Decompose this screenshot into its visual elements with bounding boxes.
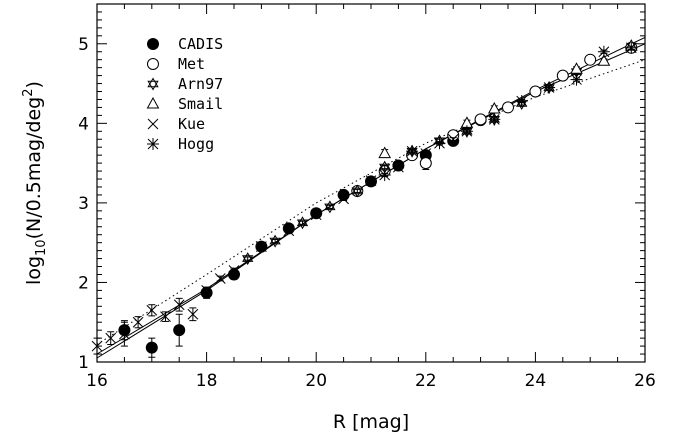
data-point — [570, 73, 583, 86]
data-point — [584, 53, 597, 66]
data-point — [310, 209, 322, 221]
data-point — [419, 157, 432, 170]
data-point — [187, 308, 199, 320]
data-point — [269, 234, 281, 248]
legend-label: Arn97 — [178, 75, 223, 93]
data-point — [487, 101, 501, 114]
data-point — [378, 169, 391, 182]
data-point — [420, 148, 432, 159]
x-tick-label: 24 — [525, 371, 547, 391]
series-cadis — [118, 114, 487, 358]
data-point — [228, 268, 240, 281]
data-point — [351, 184, 363, 198]
data-point — [324, 200, 336, 214]
x-axis-title: R [mag] — [333, 411, 409, 433]
legend-label: Met — [178, 55, 205, 73]
data-point — [570, 62, 583, 74]
data-point — [282, 222, 295, 235]
y-tick-label: 3 — [78, 194, 89, 214]
data-point — [228, 265, 240, 276]
data-point — [337, 188, 350, 201]
data-point — [625, 41, 638, 54]
data-point — [515, 95, 528, 108]
legend-label: CADIS — [178, 35, 223, 53]
data-point — [502, 101, 514, 114]
data-point — [529, 85, 542, 98]
data-point — [460, 125, 473, 138]
legend-marker — [147, 58, 159, 70]
data-point — [283, 225, 295, 237]
data-point — [597, 54, 611, 66]
series-smail — [378, 39, 638, 159]
legend-label: Hogg — [178, 135, 214, 153]
model-line-dotted — [96, 59, 646, 345]
x-tick-label: 20 — [305, 371, 327, 391]
y-tick-label: 1 — [78, 353, 89, 373]
data-point — [146, 304, 158, 316]
data-point — [556, 69, 569, 82]
x-tick-label: 18 — [196, 371, 218, 391]
legend-label: Smail — [178, 95, 223, 113]
legend-marker — [147, 77, 159, 91]
data-point — [378, 146, 392, 159]
data-point — [160, 311, 171, 323]
data-point — [145, 341, 158, 354]
series-arn97 — [242, 65, 583, 266]
data-point — [119, 328, 130, 340]
data-point — [201, 285, 212, 296]
data-point — [433, 137, 446, 150]
data-point — [296, 216, 309, 230]
data-point — [256, 241, 267, 252]
x-tick-label: 26 — [634, 371, 656, 391]
data-point — [488, 113, 501, 126]
y-tick-label: 4 — [78, 114, 89, 134]
data-point — [173, 299, 185, 311]
data-point — [173, 324, 186, 337]
legend-marker — [147, 138, 159, 150]
data-point — [365, 175, 377, 186]
data-point — [214, 273, 226, 284]
data-points — [91, 39, 638, 358]
data-point — [338, 193, 349, 205]
axis-ticks: 16 18 20 22 24 26 1 2 3 4 5 — [78, 3, 656, 391]
y-tick-label: 5 — [78, 35, 89, 55]
data-point — [393, 161, 404, 173]
y-axis-title: log10(N/0.5mag/deg2) — [21, 81, 49, 285]
data-point — [406, 145, 419, 158]
data-point — [132, 316, 144, 328]
legend-marker — [146, 96, 160, 109]
series-hogg — [378, 41, 638, 182]
legend-label: Kue — [178, 115, 205, 133]
data-point — [447, 133, 459, 145]
legend-marker — [147, 38, 159, 50]
legend-marker — [147, 118, 159, 130]
data-point — [105, 332, 117, 344]
x-tick-label: 16 — [86, 371, 108, 391]
legend: CADIS Met Arn97 Smail Kue Hogg — [146, 35, 223, 153]
y-tick-label: 2 — [78, 273, 89, 293]
data-point — [543, 81, 556, 94]
data-point — [474, 113, 487, 126]
data-point — [242, 252, 254, 266]
data-point — [597, 45, 610, 58]
x-tick-label: 22 — [415, 371, 437, 391]
